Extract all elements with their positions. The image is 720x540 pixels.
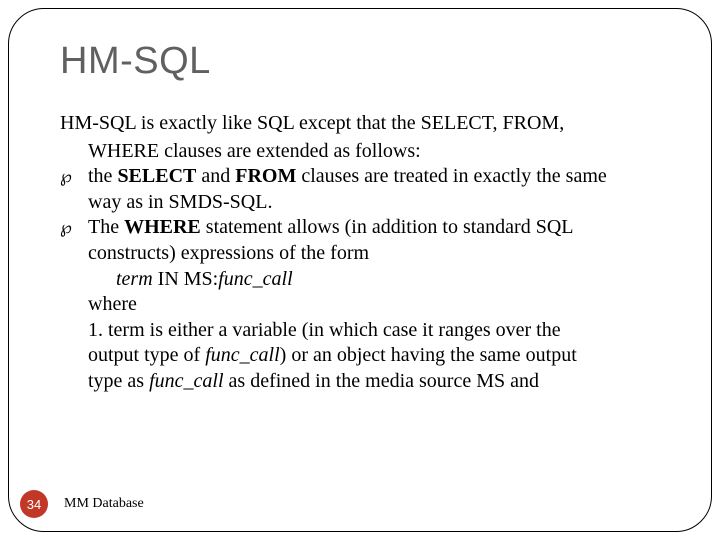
i1l3a: type as: [88, 370, 149, 392]
expr-mid: IN MS:: [153, 268, 219, 290]
where-label: where: [60, 292, 664, 318]
page-number-badge: 34: [20, 490, 48, 518]
item-1-line2: output type of func_call) or an object h…: [60, 343, 664, 369]
i1l2i: func_call: [205, 344, 279, 366]
b2-f1: The: [88, 216, 124, 238]
item-1-line3: type as func_call as defined in the medi…: [60, 369, 664, 395]
expression-line: term IN MS:func_call: [60, 267, 664, 293]
slide-content: HM-SQL HM-SQL is exactly like SQL except…: [60, 40, 664, 395]
b2-f2: statement allows (in addition to standar…: [201, 216, 574, 238]
b1-f1: the: [88, 165, 117, 187]
i1l2a: output type of: [88, 344, 205, 366]
i1l2b: ) or an object having the same output: [280, 344, 577, 366]
expr-term: term: [116, 268, 153, 290]
i1l3b: as defined in the media source MS and: [224, 370, 539, 392]
bullet-2-line2: constructs) expressions of the form: [60, 241, 664, 267]
b1-f3: clauses are treated in exactly the same: [296, 165, 606, 187]
slide-footer: 34 MM Database: [20, 490, 144, 518]
bullet-1: ℘ the SELECT and FROM clauses are treate…: [60, 164, 664, 190]
body-text: HM-SQL is exactly like SQL except that t…: [60, 111, 664, 395]
bullet-icon: ℘: [60, 217, 72, 239]
b1-f2: and: [196, 165, 235, 187]
b1-bold2: FROM: [235, 165, 296, 187]
i1l3i: func_call: [149, 370, 223, 392]
intro-line-1: HM-SQL is exactly like SQL except that t…: [60, 111, 664, 137]
slide-title: HM-SQL: [60, 40, 664, 83]
bullet-2-text: The WHERE statement allows (in addition …: [88, 216, 574, 238]
bullet-icon: ℘: [60, 166, 72, 188]
b1-bold1: SELECT: [117, 165, 196, 187]
item-1-line1: 1. term is either a variable (in which c…: [60, 318, 664, 344]
b2-bold1: WHERE: [124, 216, 201, 238]
intro-line-2: WHERE clauses are extended as follows:: [60, 139, 664, 165]
expr-func: func_call: [218, 268, 292, 290]
bullet-2: ℘ The WHERE statement allows (in additio…: [60, 215, 664, 241]
footer-label: MM Database: [64, 496, 144, 512]
bullet-1-line2: way as in SMDS-SQL.: [60, 190, 664, 216]
bullet-1-text: the SELECT and FROM clauses are treated …: [88, 165, 607, 187]
